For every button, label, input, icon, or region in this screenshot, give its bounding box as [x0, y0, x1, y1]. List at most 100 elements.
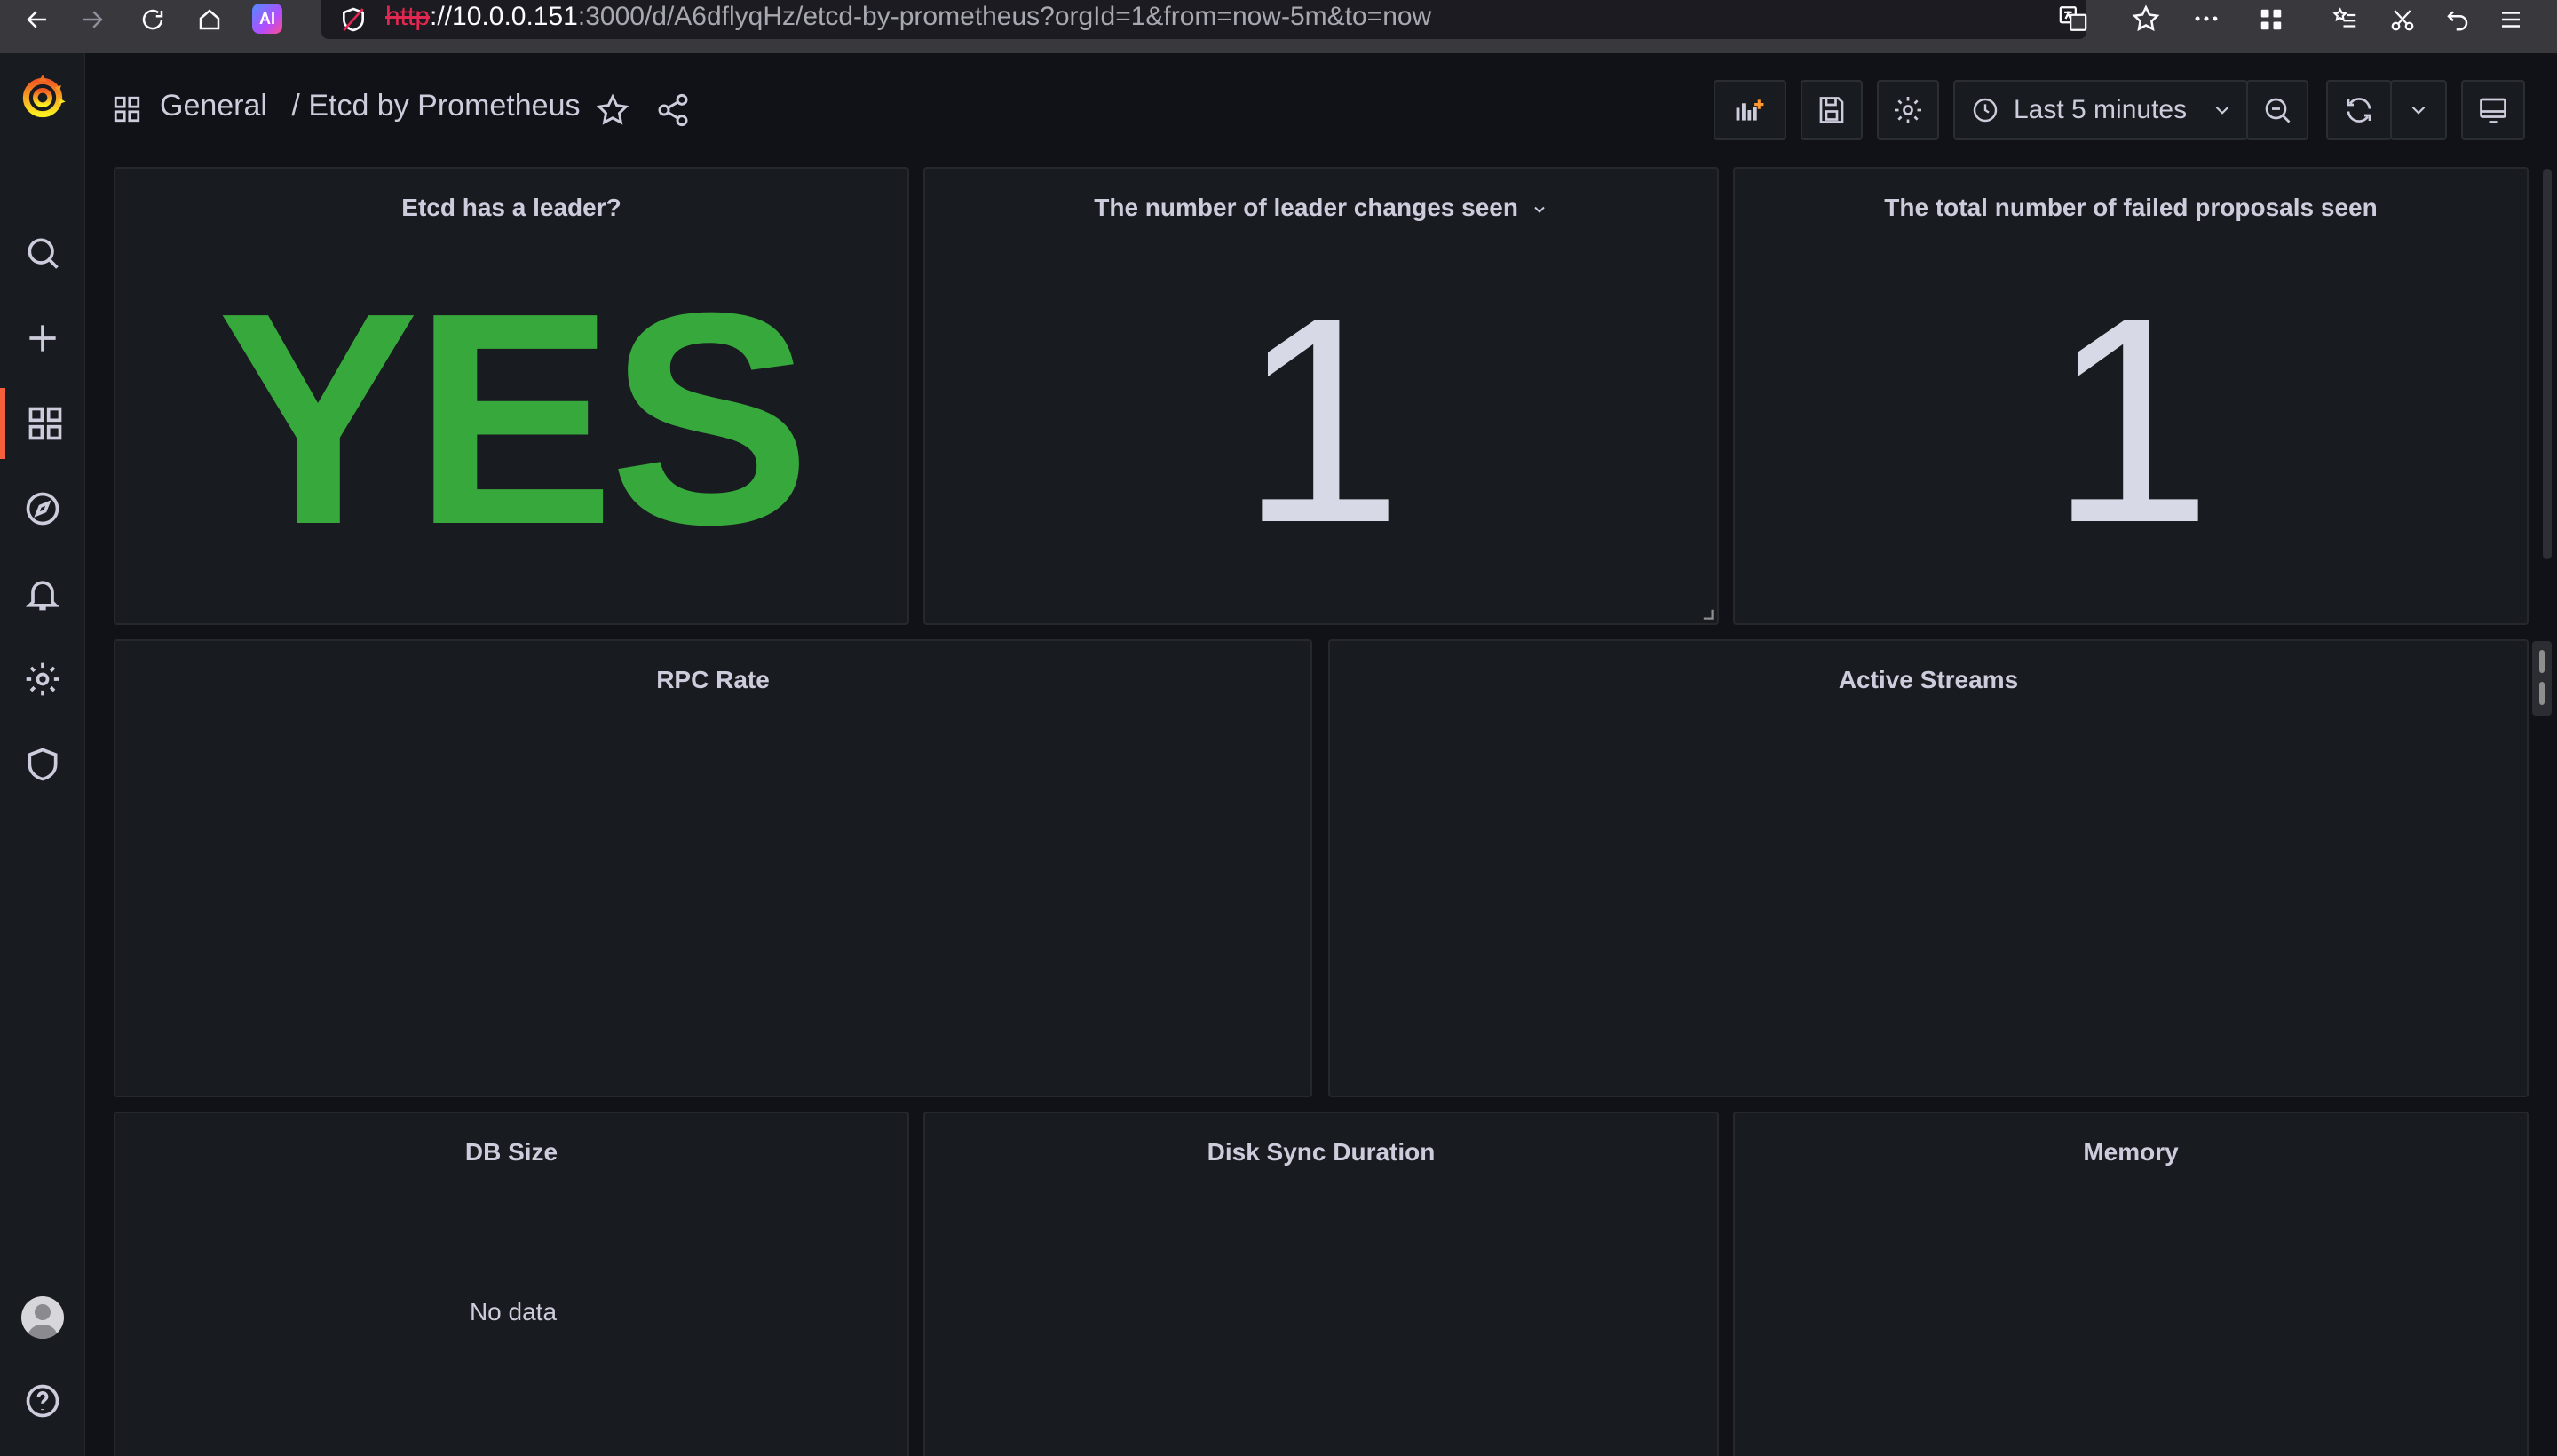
browser-toolbar: AI http://10.0.0.151:3000/d/A6dflyqHz/et…	[0, 0, 2557, 53]
bell-icon	[25, 581, 60, 611]
hamburger-menu-icon	[2502, 12, 2520, 28]
view-mode-button[interactable]	[2461, 80, 2525, 140]
panel-rpc-rate[interactable]: RPC Rate 0 ops/s0.500 ops/s1 ops/s1.50 o…	[114, 639, 1312, 1097]
panel-etcd-has-leader[interactable]: Etcd has a leader? YES	[114, 167, 909, 625]
panel-title[interactable]: Etcd has a leader?	[401, 194, 621, 221]
more-actions-icon[interactable]	[2191, 4, 2221, 34]
search-icon	[28, 238, 59, 269]
panel-title[interactable]: Disk Sync Duration	[1207, 1138, 1436, 1166]
chevron-down-icon	[1534, 206, 1545, 213]
dashboard-title[interactable]: Etcd by Prometheus	[308, 89, 581, 123]
share-icon[interactable]	[655, 92, 691, 128]
back-arrow-icon	[27, 11, 46, 28]
url-host: ://10.0.0.151	[430, 2, 578, 31]
active-streams-chart[interactable]: 608010012014020:5320:5420:5520:5620:57	[1330, 641, 2530, 1099]
stat-value: YES	[217, 250, 811, 588]
stat-value: 1	[1239, 256, 1403, 583]
save-dashboard-button[interactable]	[1801, 80, 1863, 140]
panel-title[interactable]: The number of leader changes seen	[925, 194, 1717, 222]
extensions-button[interactable]	[2246, 0, 2296, 39]
panel-title[interactable]: RPC Rate	[656, 666, 770, 693]
alerting-nav[interactable]	[0, 558, 85, 629]
panel-disk-sync-duration[interactable]: Disk Sync Duration 2.50 ms5 ms7.50 ms10 …	[923, 1112, 1719, 1456]
dashboard-nav: General / Etcd by Prometheus Last 5 minu…	[85, 53, 2557, 167]
grafana-home-link[interactable]	[0, 62, 85, 133]
grafana-logo-icon	[22, 75, 66, 118]
panel-title[interactable]: Memory	[2083, 1138, 2179, 1166]
time-range-picker[interactable]: Last 5 minutes	[1953, 80, 2248, 140]
refresh-icon	[2347, 98, 2371, 123]
stat-value: 1	[2049, 256, 2213, 583]
user-avatar[interactable]	[21, 1296, 64, 1339]
page-scrollbar[interactable]	[2543, 169, 2552, 559]
help-nav[interactable]	[0, 1365, 85, 1436]
grid-apps-icon	[2260, 9, 2282, 30]
home-icon	[199, 9, 220, 30]
server-admin-nav[interactable]	[0, 729, 85, 800]
translate-icon[interactable]	[2058, 4, 2088, 34]
handle-grip	[2539, 682, 2545, 705]
panel-title[interactable]: The total number of failed proposals see…	[1884, 194, 2378, 221]
db-size-chart[interactable]: -0.50 B0 B0.500 B1 B	[115, 1113, 911, 1456]
reload-button[interactable]	[128, 0, 178, 39]
home-button[interactable]	[185, 0, 234, 39]
dashboards-grid-icon	[28, 407, 62, 440]
forward-button[interactable]	[67, 0, 117, 39]
scissors-icon	[2391, 10, 2414, 31]
monitor-icon	[2480, 98, 2506, 123]
collections-button[interactable]	[2321, 0, 2371, 39]
refresh-button[interactable]	[2326, 80, 2392, 140]
time-range-label: Last 5 minutes	[2014, 95, 2188, 124]
zoom-out-button[interactable]	[2246, 80, 2308, 140]
refresh-interval-dropdown[interactable]	[2390, 80, 2447, 140]
shield-icon	[28, 748, 58, 781]
back-button[interactable]	[12, 0, 62, 39]
dashboard-settings-button[interactable]	[1877, 80, 1939, 140]
panel-title[interactable]: DB Size	[464, 1138, 558, 1166]
disk-sync-chart[interactable]: 2.50 ms5 ms7.50 ms10 ms	[925, 1113, 1721, 1456]
undo-button[interactable]	[2433, 0, 2482, 39]
add-panel-button[interactable]	[1714, 80, 1786, 140]
screenshot-button[interactable]	[2378, 0, 2427, 39]
panel-leader-changes[interactable]: The number of leader changes seen 1	[923, 167, 1719, 625]
panel-active-streams[interactable]: Active Streams 608010012014020:5320:5420…	[1328, 639, 2529, 1097]
handle-grip	[2539, 650, 2545, 673]
forward-arrow-icon	[83, 11, 103, 28]
dashboards-nav[interactable]	[0, 388, 85, 459]
search-nav[interactable]	[0, 218, 85, 289]
insecure-shield-icon[interactable]	[339, 5, 368, 34]
undo-icon	[2447, 11, 2468, 31]
resize-handle-icon[interactable]	[1701, 607, 1714, 620]
rpc-rate-chart[interactable]: 0 ops/s0.500 ops/s1 ops/s1.50 ops/s2 ops…	[115, 641, 1314, 1099]
favorite-star-icon[interactable]	[595, 92, 630, 128]
zoom-out-icon	[2265, 98, 2291, 123]
compass-icon	[26, 492, 59, 526]
url-bar[interactable]: http://10.0.0.151:3000/d/A6dflyqHz/etcd-…	[321, 0, 2218, 39]
reload-icon	[142, 9, 163, 30]
memory-chart[interactable]: 95.4 MiB191 MiB286 MiB381 MiB477 MiB572 …	[1735, 1113, 2530, 1456]
explore-nav[interactable]	[0, 473, 85, 544]
menu-button[interactable]	[2486, 0, 2536, 39]
url-text[interactable]: http://10.0.0.151:3000/d/A6dflyqHz/etcd-…	[385, 2, 1431, 32]
side-menu	[0, 53, 85, 1456]
gear-icon	[1895, 97, 1921, 123]
plus-icon	[29, 325, 56, 352]
bookmark-star-icon[interactable]	[2131, 4, 2161, 34]
favorites-list-icon	[2332, 7, 2356, 28]
panel-memory[interactable]: Memory 95.4 MiB191 MiB286 MiB381 MiB477 …	[1733, 1112, 2529, 1456]
ai-extension-icon[interactable]: AI	[252, 4, 282, 34]
add-panel-icon	[1736, 99, 1764, 121]
panel-resize-handle[interactable]	[2532, 641, 2552, 716]
panel-failed-proposals[interactable]: The total number of failed proposals see…	[1733, 167, 2529, 625]
chevron-down-icon	[2215, 106, 2229, 115]
panel-title[interactable]: Active Streams	[1838, 666, 2019, 693]
create-nav[interactable]	[0, 303, 85, 374]
url-path: :3000/d/A6dflyqHz/etcd-by-prometheus?org…	[577, 2, 1432, 31]
url-protocol: http	[385, 2, 431, 31]
configuration-nav[interactable]	[0, 644, 85, 715]
dashboard-apps-icon	[114, 96, 140, 123]
help-icon	[26, 1384, 59, 1418]
panel-db-size[interactable]: DB Size -0.50 B0 B0.500 B1 B No data	[114, 1112, 909, 1456]
gear-icon	[26, 662, 59, 696]
breadcrumb-folder[interactable]: General	[160, 89, 267, 123]
